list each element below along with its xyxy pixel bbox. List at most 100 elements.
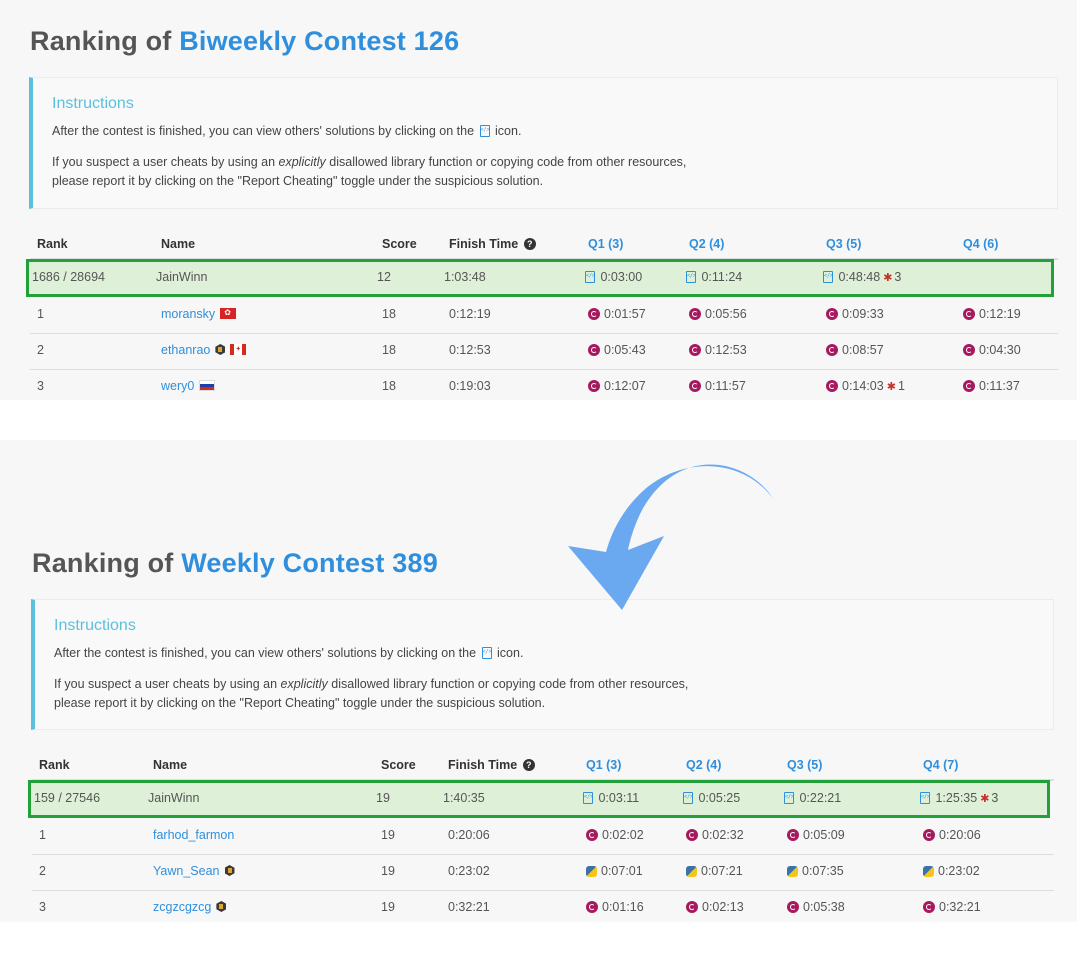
code-icon[interactable]: [823, 271, 833, 283]
header-finish-time: Finish Time ?: [449, 229, 536, 259]
header-score: Score: [381, 758, 416, 772]
q2-cell[interactable]: 0:05:25: [681, 783, 740, 818]
instructions-box: Instructions After the contest is finish…: [29, 77, 1058, 209]
q1-cell[interactable]: 0:01:57: [588, 297, 646, 332]
cpp-icon: [588, 308, 600, 320]
q3-cell[interactable]: 0:05:09: [787, 818, 845, 853]
user-link[interactable]: farhod_farmon: [153, 828, 235, 842]
table-row: 2 ethanrao 18 0:12:53 0:05:43 0:12:53 0:…: [30, 333, 1058, 370]
cpp-icon: [826, 344, 838, 356]
table-row: 3 zcgzcgzcg 19 0:32:21 0:01:16 0:02:13 0…: [32, 890, 1054, 922]
code-icon[interactable]: [583, 792, 593, 804]
q2-cell[interactable]: 0:12:53: [689, 333, 747, 368]
q4-cell[interactable]: 1:25:35✱3: [918, 783, 998, 818]
cpp-icon: [686, 901, 698, 913]
code-icon[interactable]: [585, 271, 595, 283]
bug-icon: ✱: [980, 793, 990, 805]
q1-cell[interactable]: 0:02:02: [586, 818, 644, 853]
cpp-icon: [963, 344, 975, 356]
instructions-heading: Instructions: [54, 617, 136, 634]
header-q3[interactable]: Q3 (5): [787, 758, 823, 772]
score-cell: 19: [376, 791, 390, 805]
header-name: Name: [153, 758, 188, 772]
cpp-icon: [588, 380, 600, 392]
code-icon: [479, 125, 490, 137]
q2-cell[interactable]: 0:11:24: [684, 262, 742, 297]
q2-cell[interactable]: 0:02:13: [686, 890, 744, 922]
instructions-heading: Instructions: [52, 95, 134, 112]
help-icon[interactable]: ?: [522, 759, 535, 771]
bug-icon: ✱: [886, 381, 896, 393]
score-cell: 12: [377, 270, 391, 284]
header-name: Name: [161, 237, 196, 251]
cpp-icon: [963, 308, 975, 320]
user-link[interactable]: Yawn_Sean: [153, 864, 220, 878]
cpp-icon: [787, 829, 799, 841]
rank-cell: 159 / 27546: [34, 791, 101, 805]
q3-cell[interactable]: 0:14:03 ✱ 1: [826, 369, 905, 400]
code-icon[interactable]: [784, 792, 794, 804]
instructions-text: After the contest is finished, you can v…: [54, 644, 523, 663]
q4-cell[interactable]: 0:11:37: [963, 369, 1020, 400]
q4-cell[interactable]: 0:32:21: [923, 890, 981, 922]
header-score: Score: [382, 237, 417, 251]
q3-cell[interactable]: 0:48:48✱3: [821, 262, 901, 297]
cpp-icon: [686, 829, 698, 841]
q2-cell[interactable]: 0:02:32: [686, 818, 744, 853]
rank-cell: 1686 / 28694: [32, 270, 105, 284]
cpp-icon: [923, 901, 935, 913]
contest-name-link[interactable]: Weekly Contest 389: [181, 548, 438, 578]
cpp-icon: [787, 901, 799, 913]
hong-kong-flag-icon: [220, 307, 237, 319]
guardian-badge-icon: [215, 344, 226, 355]
cpp-icon: [923, 829, 935, 841]
table-row: 2 Yawn_Sean 19 0:23:02 0:07:01 0:07:21 0…: [32, 854, 1054, 891]
q4-cell[interactable]: 0:23:02: [923, 854, 980, 889]
q4-cell[interactable]: 0:12:19: [963, 297, 1021, 332]
header-q2[interactable]: Q2 (4): [689, 237, 725, 251]
header-q1[interactable]: Q1 (3): [588, 237, 624, 251]
user-link[interactable]: ethanrao: [161, 343, 211, 357]
q1-cell[interactable]: 0:12:07: [588, 369, 646, 400]
user-link[interactable]: zcgzcgzcg: [153, 900, 212, 914]
q3-cell[interactable]: 0:09:33: [826, 297, 884, 332]
header-q4[interactable]: Q4 (6): [963, 237, 999, 251]
q2-cell[interactable]: 0:11:57: [689, 369, 746, 400]
q4-cell[interactable]: 0:04:30: [963, 333, 1021, 368]
bottom-ranking-panel: Ranking of Weekly Contest 389 Instructio…: [0, 440, 1077, 922]
user-link[interactable]: wery0: [161, 379, 195, 393]
python-icon: [923, 866, 934, 877]
header-finish-time: Finish Time ?: [448, 750, 535, 780]
user-link[interactable]: moransky: [161, 307, 216, 321]
cpp-icon: [586, 901, 598, 913]
q3-cell[interactable]: 0:22:21: [782, 783, 841, 818]
header-q2[interactable]: Q2 (4): [686, 758, 722, 772]
canada-flag-icon: [230, 344, 247, 355]
header-q4[interactable]: Q4 (7): [923, 758, 959, 772]
code-icon[interactable]: [683, 792, 693, 804]
name-cell: JainWinn: [148, 791, 200, 805]
q3-cell[interactable]: 0:07:35: [787, 854, 844, 889]
header-rank: Rank: [39, 758, 70, 772]
q2-cell[interactable]: 0:07:21: [686, 854, 743, 889]
bug-icon: ✱: [883, 272, 893, 284]
help-icon[interactable]: ?: [523, 238, 536, 250]
cpp-icon: [689, 308, 701, 320]
code-icon[interactable]: [686, 271, 696, 283]
contest-name-link[interactable]: Biweekly Contest 126: [179, 26, 460, 56]
q3-cell[interactable]: 0:08:57: [826, 333, 884, 368]
q2-cell[interactable]: 0:05:56: [689, 297, 747, 332]
header-q3[interactable]: Q3 (5): [826, 237, 862, 251]
python-icon: [686, 866, 697, 877]
q3-cell[interactable]: 0:05:38: [787, 890, 845, 922]
q1-cell[interactable]: 0:07:01: [586, 854, 643, 889]
code-icon[interactable]: [920, 792, 930, 804]
header-q1[interactable]: Q1 (3): [586, 758, 622, 772]
q1-cell[interactable]: 0:03:00: [583, 262, 642, 297]
finish-time-cell: 1:40:35: [443, 791, 485, 805]
q1-cell[interactable]: 0:01:16: [586, 890, 644, 922]
table-row: 1 moransky 18 0:12:19 0:01:57 0:05:56 0:…: [30, 297, 1058, 334]
q1-cell[interactable]: 0:03:11: [581, 783, 639, 818]
q1-cell[interactable]: 0:05:43: [588, 333, 646, 368]
q4-cell[interactable]: 0:20:06: [923, 818, 981, 853]
